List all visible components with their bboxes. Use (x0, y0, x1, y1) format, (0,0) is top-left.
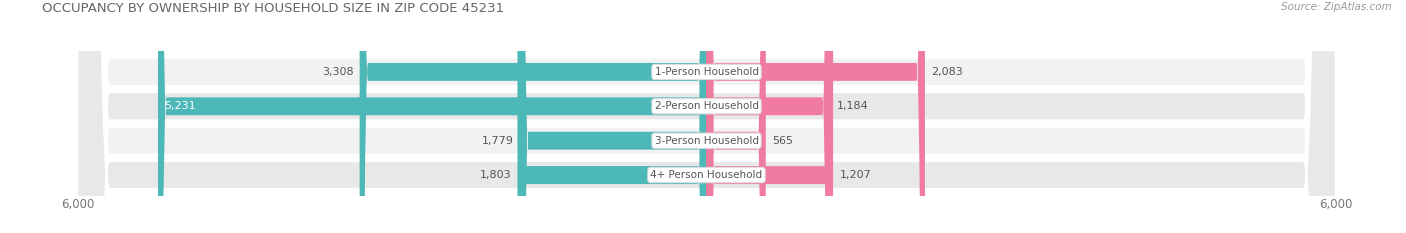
Text: 4+ Person Household: 4+ Person Household (651, 170, 762, 180)
FancyBboxPatch shape (707, 0, 831, 233)
FancyBboxPatch shape (707, 0, 766, 233)
FancyBboxPatch shape (77, 0, 1336, 233)
FancyBboxPatch shape (77, 0, 1336, 233)
Text: 1,184: 1,184 (837, 101, 869, 111)
FancyBboxPatch shape (707, 0, 925, 233)
Text: 565: 565 (772, 136, 793, 146)
FancyBboxPatch shape (520, 0, 707, 233)
FancyBboxPatch shape (77, 0, 1336, 233)
FancyBboxPatch shape (77, 0, 1336, 233)
Text: 2-Person Household: 2-Person Household (655, 101, 758, 111)
Text: 3-Person Household: 3-Person Household (655, 136, 758, 146)
FancyBboxPatch shape (157, 0, 707, 233)
FancyBboxPatch shape (517, 0, 707, 233)
FancyBboxPatch shape (360, 0, 707, 233)
Text: 3,308: 3,308 (322, 67, 353, 77)
Text: 1,207: 1,207 (839, 170, 872, 180)
Text: 5,231: 5,231 (165, 101, 195, 111)
Text: 2,083: 2,083 (931, 67, 963, 77)
Text: OCCUPANCY BY OWNERSHIP BY HOUSEHOLD SIZE IN ZIP CODE 45231: OCCUPANCY BY OWNERSHIP BY HOUSEHOLD SIZE… (42, 2, 505, 15)
Text: 1,779: 1,779 (482, 136, 513, 146)
FancyBboxPatch shape (707, 0, 834, 233)
Text: 1,803: 1,803 (479, 170, 512, 180)
Text: Source: ZipAtlas.com: Source: ZipAtlas.com (1281, 2, 1392, 12)
Text: 1-Person Household: 1-Person Household (655, 67, 758, 77)
Legend: Owner-occupied, Renter-occupied: Owner-occupied, Renter-occupied (591, 232, 823, 233)
